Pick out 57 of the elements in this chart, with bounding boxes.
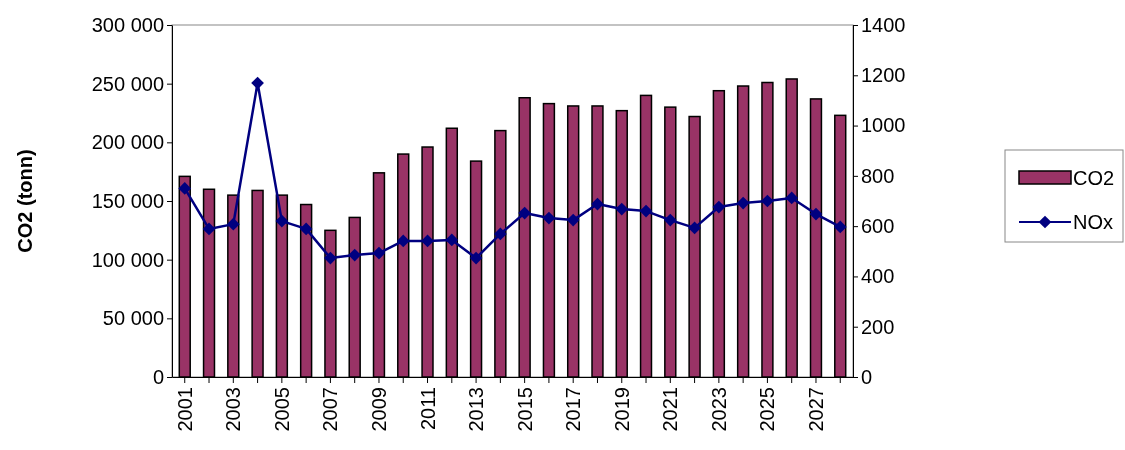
point <box>566 213 580 227</box>
point <box>348 248 362 262</box>
x-tick-label: 2025 <box>756 387 779 432</box>
y2-tick-label: 600 <box>861 215 895 238</box>
x-tick-label: 2015 <box>513 387 536 432</box>
y2-tick-label: 1200 <box>861 64 906 87</box>
point <box>226 217 240 231</box>
x-tick-label: 2021 <box>659 387 682 432</box>
y-axis-title: CO2 (tonn) <box>14 149 36 253</box>
point <box>712 200 726 214</box>
y2-tick-label: 400 <box>861 265 895 288</box>
point <box>615 202 629 216</box>
x-tick-label: 2001 <box>173 387 196 432</box>
point <box>809 207 823 221</box>
point <box>372 246 386 260</box>
point <box>518 206 531 220</box>
point <box>299 222 313 236</box>
y2-tick-label: 1400 <box>861 13 906 36</box>
point <box>688 221 701 235</box>
y2-tick-label: 1000 <box>861 114 906 137</box>
point <box>639 204 653 218</box>
x-tick-label: 2011 <box>416 387 439 431</box>
x-tick-label: 2005 <box>270 387 293 432</box>
point <box>469 251 483 265</box>
point <box>251 76 264 90</box>
x-tick-label: 2003 <box>222 387 245 432</box>
y-tick-label: 200 000 <box>91 131 164 154</box>
x-tick-label: 2019 <box>610 387 633 432</box>
point <box>178 182 192 195</box>
y-tick-label: 250 000 <box>91 72 164 95</box>
legend-label: CO2 <box>1073 167 1115 189</box>
x-tick-label: 2023 <box>707 387 730 432</box>
y2-tick-label: 800 <box>861 164 895 187</box>
legend-label: NOx <box>1073 211 1113 233</box>
point <box>202 222 216 236</box>
x-tick-label: 2017 <box>562 387 585 432</box>
point <box>275 214 289 228</box>
point <box>542 211 556 225</box>
point <box>445 233 459 247</box>
y-tick-label: 150 000 <box>91 189 164 212</box>
point <box>324 251 337 265</box>
point <box>396 234 410 248</box>
y-tick-label: 300 000 <box>91 13 164 36</box>
y-tick-label: 50 000 <box>102 307 164 330</box>
y-tick-label: 100 000 <box>91 248 164 271</box>
x-tick-label: 2009 <box>367 387 390 432</box>
point <box>785 191 799 205</box>
x-tick-label: 2007 <box>319 387 342 432</box>
y-tick-label: 0 <box>152 365 164 388</box>
x-tick-label: 2013 <box>465 387 488 432</box>
point <box>833 220 847 234</box>
y2-tick-label: 200 <box>861 315 895 338</box>
point <box>736 196 750 210</box>
point <box>494 227 507 241</box>
y2-tick-label: 0 <box>861 365 873 388</box>
point <box>663 213 677 227</box>
x-tick-label: 2027 <box>804 387 827 432</box>
